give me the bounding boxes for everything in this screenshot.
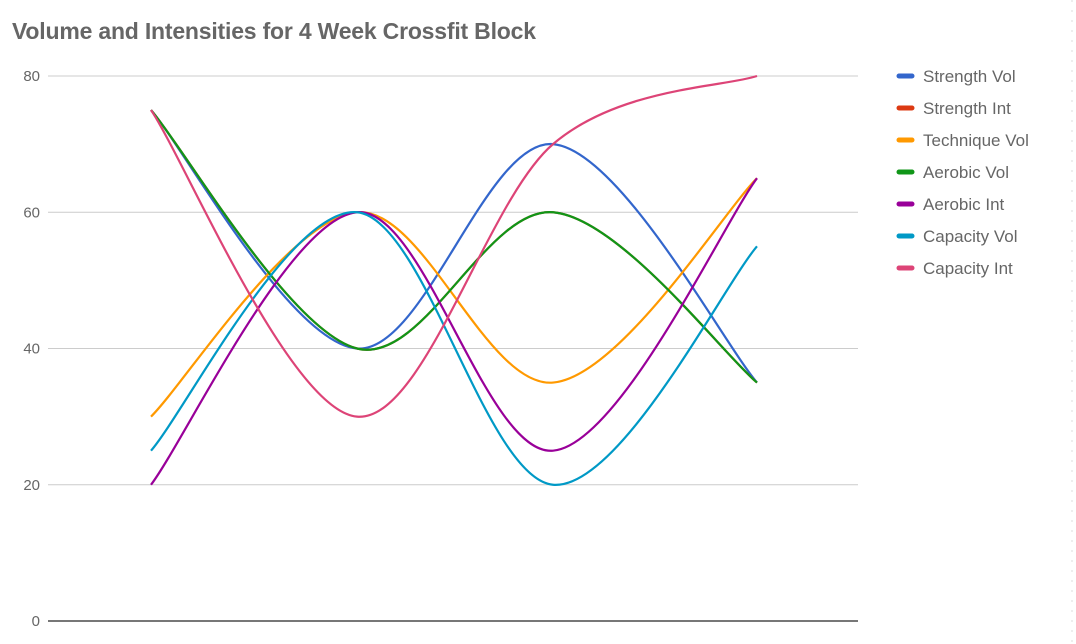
legend-label: Technique Vol [923,131,1029,150]
series-line-strength-vol [150,109,758,384]
y-tick-label: 60 [23,204,40,221]
y-tick-label: 40 [23,341,40,358]
legend-label: Aerobic Vol [923,163,1009,182]
legend-label: Strength Vol [923,67,1016,86]
series-line-aerobic-vol [150,109,758,384]
legend-label: Capacity Int [923,259,1013,278]
y-tick-label: 80 [23,68,40,85]
y-tick-label: 0 [32,613,40,630]
series-line-technique-vol [150,177,758,418]
y-tick-label: 20 [23,477,40,494]
series-line-aerobic-int [150,177,758,486]
series-line-capacity-vol [150,211,758,486]
legend-label: Aerobic Int [923,195,1005,214]
legend-label: Capacity Vol [923,227,1018,246]
chart-title: Volume and Intensities for 4 Week Crossf… [12,18,536,44]
legend-label: Strength Int [923,99,1011,118]
series-line-capacity-int [150,74,758,418]
